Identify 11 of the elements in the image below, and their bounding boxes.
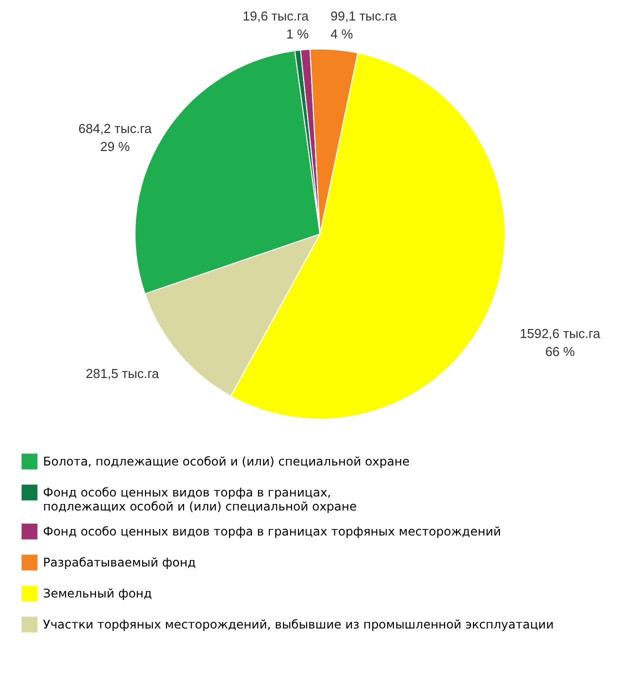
legend-label: Фонд особо ценных видов торфа в границах торфяных месторождений [43,524,502,538]
data-label: 281,5 тыс.га [86,366,160,382]
data-label: 99,1 тыс.га 4 % [330,8,398,42]
text: 684,2 тыс.га 29 % [78,121,152,154]
legend-label: Участки торфяных месторождений, выбывшие из промышленной эксплуатации [43,618,554,632]
legend-label: Фонд особо ценных видов торфа в границах, подлежащих особой и (или) специальной охране [43,486,357,514]
data-label: 19,6 тыс.га 1 % [242,8,310,42]
text: 1592,6 тыс.га 66 % [520,326,601,359]
legend-label: Болота, подлежащие особой и (или) специальной охране [43,454,410,468]
legend-label: Разрабатываемый фонд [43,556,196,570]
legend-label: Земельный фонд [43,586,152,600]
